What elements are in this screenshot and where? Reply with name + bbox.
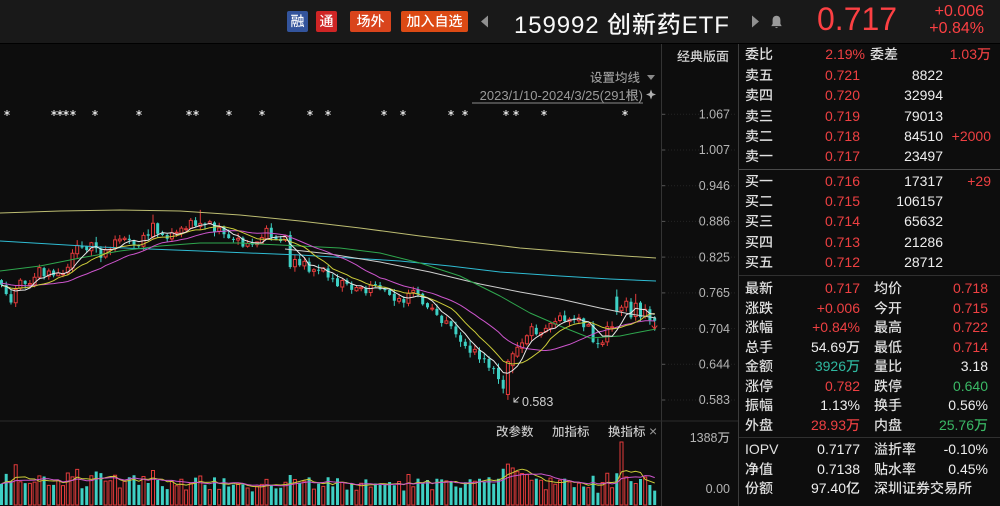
svg-text:2023/1/10-2024/3/25(291根): 2023/1/10-2024/3/25(291根) (480, 88, 643, 103)
svg-text:1.067: 1.067 (699, 108, 730, 122)
svg-text:改参数: 改参数 (496, 425, 534, 439)
svg-text:×: × (649, 423, 657, 439)
svg-text:0.886: 0.886 (699, 215, 730, 229)
svg-text:1.007: 1.007 (699, 143, 730, 157)
svg-text:1388万: 1388万 (690, 431, 730, 445)
svg-text:0.825: 0.825 (699, 250, 730, 264)
svg-text:设置均线: 设置均线 (590, 71, 641, 85)
svg-text:0.583: 0.583 (522, 395, 553, 409)
svg-text:加指标: 加指标 (552, 425, 590, 439)
svg-text:0.583: 0.583 (699, 393, 730, 407)
svg-text:0.704: 0.704 (699, 322, 730, 336)
svg-text:0.00: 0.00 (706, 482, 730, 496)
svg-text:经典版面: 经典版面 (677, 49, 729, 64)
svg-text:0.644: 0.644 (699, 358, 730, 372)
svg-text:0.765: 0.765 (699, 286, 730, 300)
svg-text:0.946: 0.946 (699, 179, 730, 193)
svg-text:换指标: 换指标 (608, 425, 646, 439)
